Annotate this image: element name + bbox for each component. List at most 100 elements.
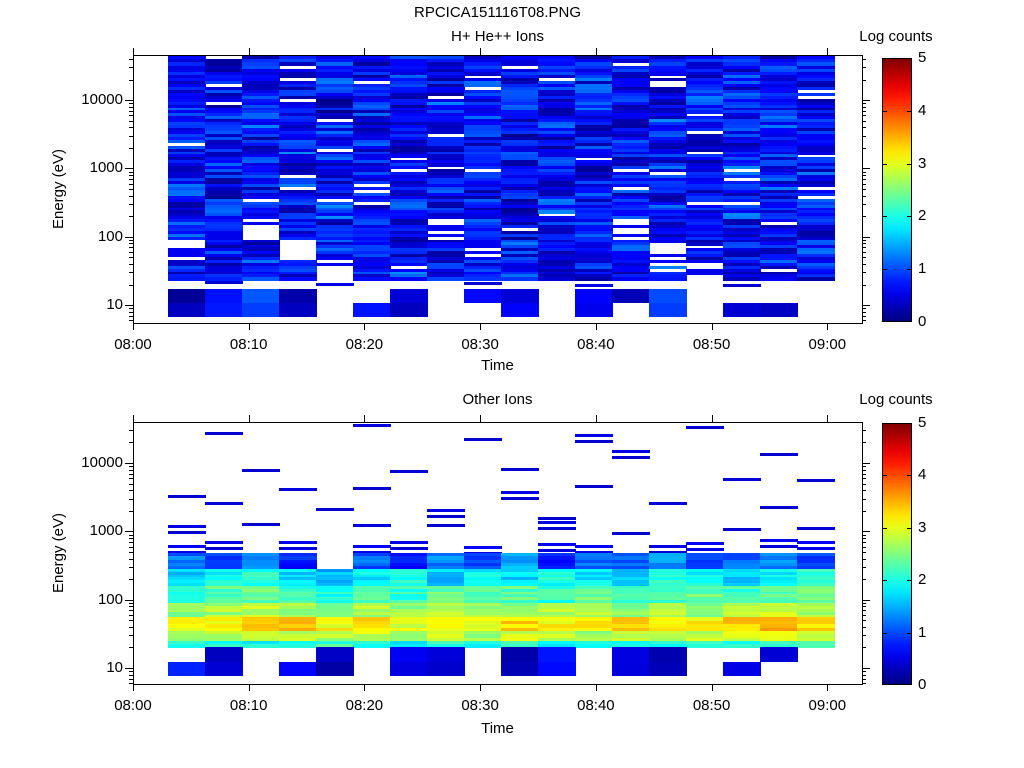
- y-minor-tick: [862, 678, 866, 680]
- y-minor-tick: [129, 442, 133, 444]
- y-minor-tick: [129, 478, 133, 480]
- spectrogram-cell: [501, 104, 539, 108]
- spectrogram-dash: [205, 541, 243, 545]
- spectrogram-cell: [427, 116, 465, 120]
- colorbar-tick-label: 4: [918, 466, 927, 484]
- spectrogram-cell: [612, 603, 650, 607]
- spectrogram-cell: [168, 92, 206, 97]
- spectrogram-cell: [538, 192, 576, 196]
- spectrogram-cell: [723, 271, 761, 275]
- spectrogram-cell: [279, 608, 317, 612]
- spectrogram-cell: [464, 148, 502, 152]
- spectrogram-cell: [242, 68, 280, 73]
- spectrogram-cell: [353, 608, 391, 612]
- spectrogram-cell: [649, 110, 687, 114]
- spectrogram-cell: [723, 574, 761, 578]
- spectrogram-cell: [464, 620, 502, 625]
- y-minor-tick: [129, 626, 133, 628]
- spectrogram-cell: [649, 222, 687, 226]
- spectrogram-cell: [316, 608, 354, 612]
- spectrogram-cell: [501, 216, 539, 220]
- spectrogram-cell: [649, 606, 687, 610]
- spectrogram-cell: [575, 582, 613, 586]
- spectrogram-cell: [501, 184, 539, 188]
- spectrogram-cell: [612, 556, 650, 560]
- spectrogram-cell: [168, 634, 206, 638]
- spectrogram-cell: [242, 562, 280, 567]
- spectrogram-cell: [797, 630, 835, 635]
- spectrogram-cell: [686, 227, 724, 232]
- spectrogram-cell: [427, 251, 465, 255]
- spectrogram-cell: [316, 192, 354, 196]
- spectrogram-cell: [797, 277, 835, 281]
- y-minor-tick: [129, 534, 133, 536]
- spectrogram-cell: [353, 90, 391, 94]
- y-minor-tick: [862, 115, 866, 117]
- spectrogram-cell: [427, 181, 465, 185]
- spectrogram-cell: [279, 644, 317, 648]
- spectrogram-cell: [760, 216, 798, 220]
- spectrogram-cell: [686, 172, 724, 176]
- spectrogram-cell: [390, 591, 428, 595]
- spectrogram-cell: [538, 251, 576, 255]
- spectrogram-cell: [686, 169, 724, 173]
- x-tick: [248, 684, 250, 691]
- spectrogram-cell: [390, 637, 428, 642]
- spectrogram-cell: [464, 125, 502, 129]
- spectrogram-cell: [538, 239, 576, 243]
- spectrogram-cell: [797, 163, 835, 167]
- spectrogram-cell: [686, 81, 724, 85]
- spectrogram-cell: [501, 198, 539, 202]
- spectrogram-cell: [316, 172, 354, 176]
- spectrogram-cell: [575, 113, 613, 117]
- spectrogram-cell: [575, 303, 613, 318]
- y-minor-tick: [129, 147, 133, 149]
- spectrogram-cell: [390, 110, 428, 114]
- spectrogram-cell: [760, 87, 798, 91]
- x-tick: [133, 684, 134, 691]
- spectrogram-cell: [316, 68, 354, 73]
- spectrogram-dash: [279, 488, 317, 492]
- y-minor-tick: [129, 103, 133, 105]
- spectrogram-cell: [649, 253, 687, 258]
- spectrogram-cell: [205, 256, 243, 260]
- y-minor-tick: [129, 683, 133, 685]
- spectrogram-cell: [538, 268, 576, 272]
- spectrogram-cell: [316, 582, 354, 586]
- spectrogram-dash: [427, 524, 465, 528]
- spectrogram-cell: [538, 600, 576, 604]
- y-minor-tick: [129, 284, 133, 286]
- spectrogram-cell: [168, 259, 206, 263]
- spectrogram-cell: [353, 245, 391, 249]
- y-minor-tick: [129, 204, 133, 206]
- spectrogram-cell: [575, 65, 613, 70]
- y-minor-tick: [129, 546, 133, 548]
- spectrogram-cell: [797, 574, 835, 578]
- spectrogram-cell: [390, 640, 428, 645]
- y-minor-tick: [862, 635, 866, 637]
- spectrogram-cell: [538, 230, 576, 234]
- spectrogram-cell: [538, 204, 576, 208]
- spectrogram-cell: [205, 565, 243, 570]
- spectrogram-cell: [390, 62, 428, 66]
- spectrogram-cell: [649, 216, 687, 220]
- spectrogram-cell: [242, 242, 280, 246]
- spectrogram-cell: [760, 559, 798, 563]
- spectrogram-cell: [612, 181, 650, 185]
- spectrogram-cell: [797, 136, 835, 140]
- y-minor-tick: [129, 239, 133, 241]
- spectrogram-cell: [723, 582, 761, 586]
- spectrogram-cell: [316, 136, 354, 140]
- spectrogram-cell: [797, 239, 835, 243]
- spectrogram-cell: [242, 265, 280, 269]
- spectrogram-cell: [464, 594, 502, 598]
- spectrogram-cell: [390, 213, 428, 217]
- spectrogram-cell: [723, 248, 761, 252]
- spectrogram-cell: [168, 617, 206, 622]
- spectrogram-cell: [538, 130, 576, 135]
- spectrogram-cell: [316, 225, 354, 229]
- spectrogram-cell: [464, 597, 502, 601]
- y-tick: [125, 305, 133, 306]
- spectrogram-cell: [427, 119, 465, 123]
- y-minor-tick: [862, 257, 866, 259]
